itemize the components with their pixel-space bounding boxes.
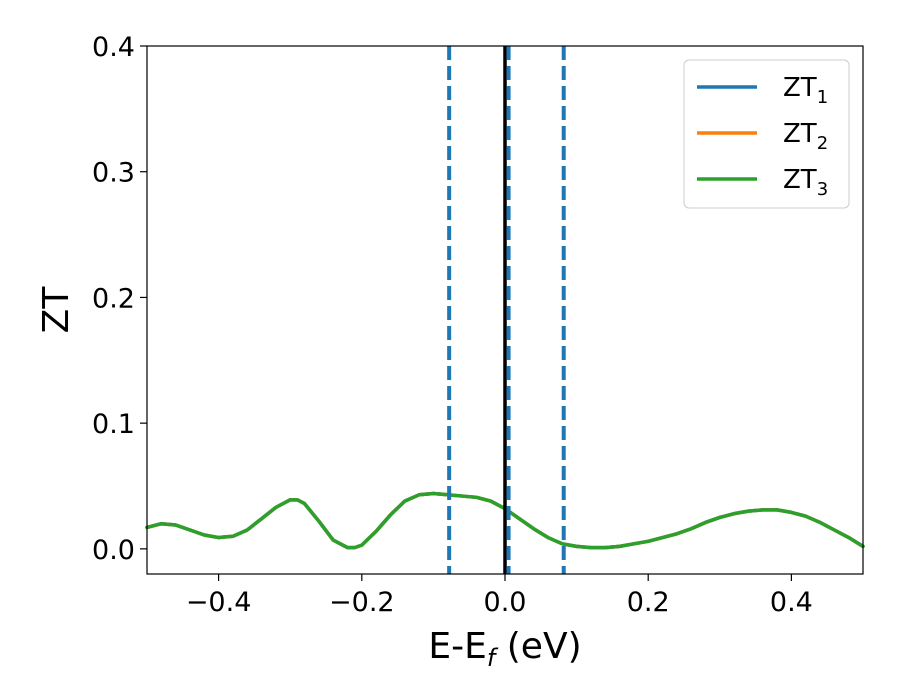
x-axis-label: E-Ef (eV): [428, 626, 581, 672]
plot-lines: [145, 491, 865, 550]
x-tick-label: 0.2: [627, 587, 670, 618]
y-axis-ticks: 0.0 0.1 0.2 0.3 0.4: [92, 32, 147, 566]
x-axis-label-main: E-E: [428, 626, 486, 667]
legend-box: [683, 59, 850, 209]
legend: ZT1 ZT2 ZT3: [683, 59, 850, 209]
y-tick-label: 0.4: [92, 32, 135, 63]
y-tick-label: 0.1: [92, 409, 135, 440]
legend-label-2: ZT2: [783, 119, 828, 154]
vertical-reference-lines: [447, 46, 566, 574]
y-axis-label: ZT: [36, 286, 77, 334]
legend-items: ZT1 ZT2 ZT3: [697, 73, 828, 200]
legend-label-1: ZT1: [783, 73, 828, 108]
x-tick-label: −0.4: [186, 587, 252, 618]
y-tick-label: 0.0: [92, 535, 135, 566]
x-tick-label: −0.2: [329, 587, 395, 618]
x-tick-label: 0.0: [484, 587, 527, 618]
y-tick-label: 0.2: [92, 283, 135, 314]
series-line-3: [145, 491, 865, 550]
x-axis-label-unit: (eV): [495, 626, 581, 667]
x-axis-ticks: −0.4 −0.2 0.0 0.2 0.4: [186, 574, 813, 618]
x-tick-label: 0.4: [770, 587, 813, 618]
legend-label-3: ZT3: [783, 165, 828, 200]
y-tick-label: 0.3: [92, 158, 135, 189]
